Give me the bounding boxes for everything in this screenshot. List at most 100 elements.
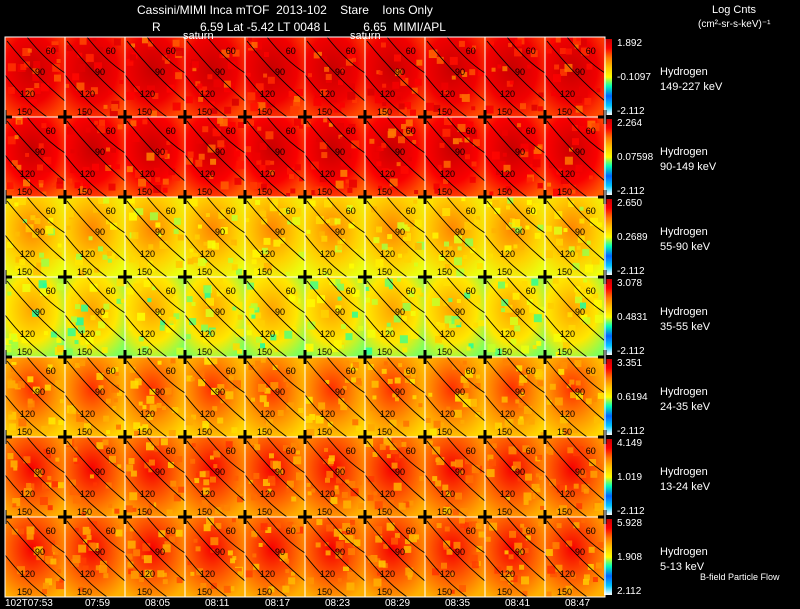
pixel (404, 255, 412, 263)
pixel (98, 385, 104, 391)
contour-line (304, 314, 348, 358)
pixel (129, 527, 134, 532)
contour-line (126, 360, 186, 422)
pixel (408, 534, 417, 543)
pixel (116, 390, 122, 396)
contour-line (426, 200, 486, 262)
pixel (165, 68, 173, 76)
pixel (432, 446, 441, 455)
contour-label: 60 (466, 46, 476, 56)
contour-label: 120 (440, 569, 455, 579)
pixel (489, 522, 498, 531)
pixel (272, 461, 281, 470)
pixel (286, 480, 294, 488)
pixel (386, 327, 394, 335)
pixel (323, 118, 328, 123)
crosshair-marker (478, 190, 492, 204)
pixel (386, 322, 391, 327)
pixel (21, 336, 29, 344)
pixel (134, 169, 143, 178)
pixel (325, 73, 332, 80)
pixel (553, 333, 562, 342)
crosshair-marker (178, 510, 192, 524)
pixel (263, 52, 269, 58)
contour-label: 90 (455, 387, 465, 397)
pixel (446, 491, 452, 497)
pixel (579, 125, 586, 132)
pixel (267, 488, 272, 493)
pixel (383, 543, 389, 549)
pixel (371, 380, 379, 388)
colorbar-min: -2.112 (617, 506, 645, 517)
pixel (455, 492, 463, 500)
pixel (352, 419, 359, 426)
pixel (522, 590, 528, 596)
contour-label: 150 (317, 587, 332, 597)
contour-label: 120 (80, 89, 95, 99)
contour-label: 120 (80, 569, 95, 579)
pixel (293, 118, 301, 126)
row-7: 6090120150609012015060901201506090120150… (4, 516, 612, 598)
pixel (126, 166, 133, 173)
pixel (456, 299, 461, 304)
pixel (56, 283, 64, 291)
colorbar-mid: 0.4831 (617, 312, 648, 323)
contour-label: 90 (35, 307, 45, 317)
pixel (52, 481, 59, 488)
pixel (592, 577, 598, 583)
contour-line (146, 436, 186, 474)
pixel (164, 387, 172, 395)
contour-label: 60 (526, 286, 536, 296)
pixel (136, 208, 144, 216)
contour-label: 60 (166, 206, 176, 216)
pixel (92, 207, 98, 213)
pixel (538, 306, 545, 313)
pixel (489, 41, 494, 46)
pixel (213, 79, 222, 88)
contour-line (326, 116, 366, 154)
pixel (462, 360, 467, 365)
pixel (342, 522, 351, 531)
pixel (321, 152, 328, 159)
pixel (37, 164, 44, 171)
pixel (206, 297, 215, 306)
pixel (151, 437, 160, 446)
pixel (71, 296, 79, 304)
pixel (22, 47, 31, 56)
contour-line (446, 276, 486, 314)
pixel (311, 488, 316, 493)
pixel (249, 308, 255, 314)
pixel (554, 226, 563, 235)
pixel (219, 144, 227, 152)
pixel (27, 48, 32, 53)
pixel (263, 237, 271, 245)
pixel (133, 422, 141, 430)
pixel (212, 128, 221, 137)
row-5: 6090120150609012015060901201506090120150… (4, 356, 612, 438)
pixel (114, 164, 120, 170)
contour-line (426, 440, 486, 502)
pixel (248, 365, 254, 371)
contour-line (386, 36, 426, 74)
pixel (15, 256, 22, 263)
pixel (369, 138, 375, 144)
pixel (53, 74, 61, 82)
pixel (90, 87, 98, 95)
contour-line (126, 280, 186, 342)
contour-line (26, 436, 66, 474)
pixel (288, 90, 295, 97)
pixel (94, 267, 100, 273)
contour-label: 60 (166, 526, 176, 536)
crosshair-marker (418, 510, 432, 524)
contour-label: 120 (440, 489, 455, 499)
colorbar-max: 2.650 (617, 198, 643, 209)
contour-line (246, 280, 306, 342)
pixel (478, 320, 485, 327)
contour-label: 90 (455, 147, 465, 157)
pixel (405, 119, 413, 127)
pixel (408, 500, 414, 506)
